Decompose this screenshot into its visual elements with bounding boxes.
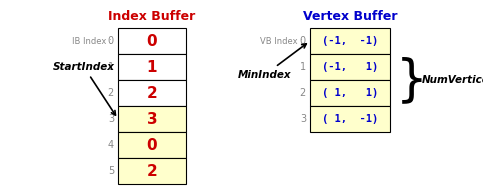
FancyBboxPatch shape — [118, 80, 186, 106]
FancyBboxPatch shape — [118, 106, 186, 132]
FancyBboxPatch shape — [118, 132, 186, 158]
Text: 1: 1 — [300, 62, 306, 72]
Text: 3: 3 — [147, 112, 157, 126]
Text: 3: 3 — [300, 114, 306, 124]
Text: 3: 3 — [108, 114, 114, 124]
Text: (-1,  -1): (-1, -1) — [322, 36, 378, 46]
Text: Vertex Buffer: Vertex Buffer — [303, 10, 397, 23]
FancyBboxPatch shape — [310, 54, 390, 80]
Text: 1: 1 — [147, 60, 157, 74]
Text: (-1,   1): (-1, 1) — [322, 62, 378, 72]
Text: Index Buffer: Index Buffer — [108, 10, 196, 23]
Text: MinIndex: MinIndex — [238, 44, 306, 80]
FancyBboxPatch shape — [118, 54, 186, 80]
Text: NumVertices: NumVertices — [422, 75, 483, 85]
Text: ( 1,   1): ( 1, 1) — [322, 88, 378, 98]
Text: 0: 0 — [300, 36, 306, 46]
Text: 1: 1 — [108, 62, 114, 72]
Text: 4: 4 — [108, 140, 114, 150]
Text: 2: 2 — [147, 86, 157, 100]
Text: 5: 5 — [108, 166, 114, 176]
Text: 2: 2 — [300, 88, 306, 98]
FancyBboxPatch shape — [310, 106, 390, 132]
Text: 0: 0 — [108, 36, 114, 46]
Text: 0: 0 — [147, 33, 157, 49]
Text: }: } — [396, 56, 428, 104]
FancyBboxPatch shape — [310, 28, 390, 54]
Text: 0: 0 — [147, 138, 157, 152]
FancyBboxPatch shape — [310, 80, 390, 106]
Text: VB Index :: VB Index : — [260, 36, 306, 45]
Text: IB Index :: IB Index : — [71, 36, 114, 45]
FancyBboxPatch shape — [118, 28, 186, 54]
Text: 2: 2 — [147, 163, 157, 179]
Text: ( 1,  -1): ( 1, -1) — [322, 114, 378, 124]
FancyBboxPatch shape — [118, 158, 186, 184]
Text: StartIndex: StartIndex — [53, 62, 115, 115]
Text: 2: 2 — [108, 88, 114, 98]
